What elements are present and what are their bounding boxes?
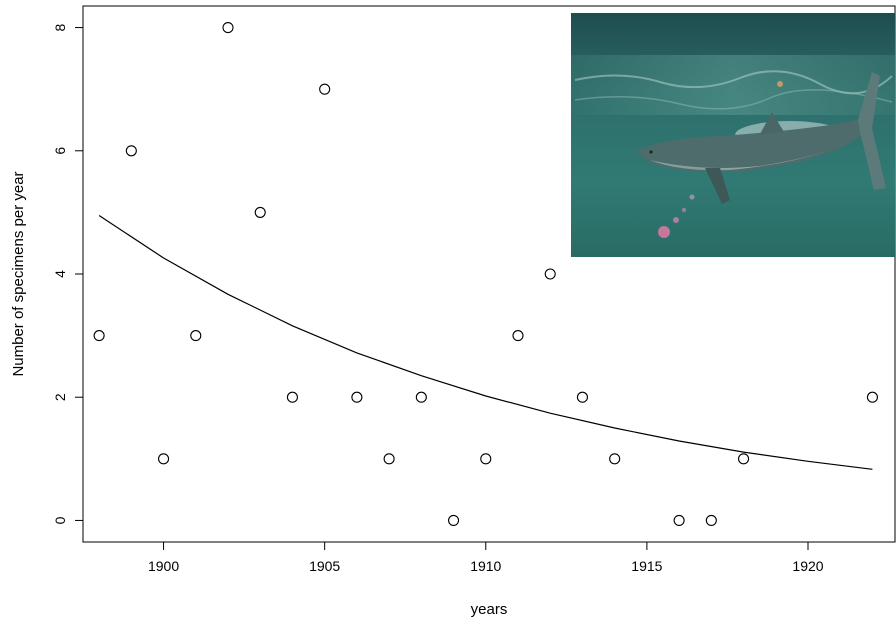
data-point <box>125 145 137 157</box>
data-point <box>383 453 395 465</box>
y-tick-label: 2 <box>52 393 68 401</box>
shark-eye <box>649 150 653 154</box>
shark-photo-inset <box>571 13 895 257</box>
data-point <box>866 391 878 403</box>
inset-surface-ripple <box>574 89 893 110</box>
pink-bubble <box>689 194 695 200</box>
pink-bubble <box>673 217 679 223</box>
shark-tail <box>858 72 886 190</box>
data-point <box>512 330 524 342</box>
x-tick-label: 1900 <box>148 558 179 574</box>
y-tick-label: 8 <box>52 23 68 31</box>
y-tick-label: 6 <box>52 147 68 155</box>
data-point <box>351 391 363 403</box>
data-point <box>576 391 588 403</box>
x-tick-label: 1905 <box>309 558 340 574</box>
data-point <box>705 514 717 526</box>
data-points <box>93 22 878 526</box>
orange-speck <box>777 81 783 87</box>
shark-body <box>636 118 870 173</box>
x-axis: 1900 1905 1910 1915 1920 <box>148 541 824 574</box>
x-axis-label: years <box>471 601 508 618</box>
inset-surface-band <box>571 55 895 115</box>
data-point <box>222 22 234 34</box>
data-point <box>480 453 492 465</box>
data-point <box>190 330 202 342</box>
data-point <box>673 514 685 526</box>
fitted-curve-line <box>98 214 873 470</box>
shark-dorsal-fin <box>760 112 784 134</box>
y-axis-label: Number of specimens per year <box>10 171 27 376</box>
data-point <box>254 206 266 218</box>
x-tick-label: 1920 <box>792 558 823 574</box>
data-point <box>319 83 331 95</box>
data-point <box>286 391 298 403</box>
data-point <box>158 453 170 465</box>
pink-bubble <box>658 226 670 238</box>
y-axis: 0 2 4 6 8 <box>52 23 84 524</box>
data-point <box>448 514 460 526</box>
data-point <box>93 330 105 342</box>
shark-pectoral-fin <box>705 168 730 204</box>
x-tick-label: 1915 <box>631 558 662 574</box>
pink-bubble <box>681 207 687 213</box>
y-tick-label: 4 <box>52 270 68 278</box>
data-point <box>738 453 750 465</box>
data-point <box>609 453 621 465</box>
y-tick-label: 0 <box>52 516 68 524</box>
data-point <box>415 391 427 403</box>
x-tick-label: 1910 <box>470 558 501 574</box>
data-point <box>544 268 556 280</box>
